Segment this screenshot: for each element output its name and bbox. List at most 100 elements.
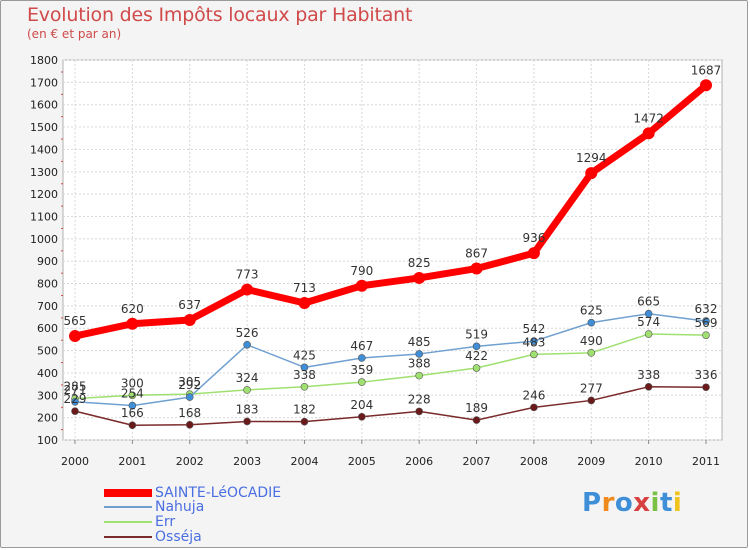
y-tick-label: 200: [37, 412, 58, 425]
data-point: [300, 363, 309, 372]
data-label: 204: [350, 398, 373, 412]
data-label: 292: [178, 378, 201, 392]
data-label: 637: [178, 298, 201, 312]
data-point: [702, 383, 710, 392]
data-label: 228: [408, 392, 431, 406]
data-label: 569: [695, 316, 718, 330]
data-label: 632: [695, 302, 718, 316]
x-tick-label: 2006: [405, 455, 433, 468]
y-tick-label: 400: [37, 367, 58, 380]
x-tick-label: 2007: [463, 455, 491, 468]
data-label: 542: [522, 322, 545, 336]
data-point: [470, 262, 483, 275]
data-point: [413, 271, 426, 284]
data-point: [300, 417, 309, 426]
data-point: [585, 167, 598, 180]
data-label: 713: [293, 281, 316, 295]
proxiti-logo: Proxiti: [582, 488, 682, 518]
data-point: [472, 364, 481, 372]
y-tick-label: 1200: [30, 188, 58, 201]
data-point: [183, 313, 196, 326]
data-label: 773: [236, 268, 259, 282]
data-point: [358, 354, 366, 362]
legend-swatch: [104, 521, 152, 523]
x-tick-label: 2008: [520, 455, 548, 468]
data-point: [644, 382, 653, 391]
y-tick-label: 800: [37, 278, 58, 291]
y-tick-label: 1600: [30, 99, 58, 112]
data-point: [587, 318, 596, 327]
series-line-1: [74, 312, 707, 407]
data-point: [527, 247, 540, 260]
logo-letter: i: [672, 488, 683, 518]
data-label: 183: [236, 402, 259, 416]
data-label: 422: [465, 349, 488, 363]
y-tick-label: 700: [37, 300, 58, 313]
chart-title: Evolution des Impôts locaux par Habitant: [27, 4, 413, 26]
data-label: 189: [465, 401, 488, 415]
data-point: [128, 421, 137, 430]
data-label: 526: [236, 326, 259, 340]
data-label: 483: [522, 335, 545, 349]
y-tick-label: 1700: [30, 76, 58, 89]
data-point: [415, 350, 423, 358]
data-point: [472, 416, 481, 424]
logo-letter: r: [601, 488, 615, 518]
chart-subtitle: (en € et par an): [27, 27, 122, 41]
series-line-3: [74, 386, 707, 426]
data-label: 246: [522, 388, 545, 402]
data-label: 467: [350, 339, 373, 353]
data-point: [642, 127, 655, 140]
y-tick-label: 1400: [30, 143, 58, 156]
x-tick-label: 2003: [233, 455, 261, 468]
data-point: [587, 396, 596, 405]
data-label: 825: [408, 256, 431, 270]
data-point: [644, 330, 653, 338]
y-tick-label: 900: [37, 255, 58, 268]
data-point: [128, 391, 137, 400]
logo-letter: o: [614, 488, 634, 518]
data-point: [185, 393, 194, 401]
data-point: [298, 296, 311, 309]
data-point: [358, 378, 366, 386]
logo-letter: t: [659, 488, 673, 518]
data-label: 519: [465, 327, 488, 341]
x-tick-label: 2009: [577, 455, 605, 468]
data-label: 277: [580, 381, 603, 395]
data-label: 1294: [576, 151, 607, 165]
data-point: [358, 412, 366, 421]
x-tick-label: 2005: [348, 455, 376, 468]
data-label: 425: [293, 348, 316, 362]
data-label: 338: [293, 368, 316, 382]
data-label: 574: [637, 315, 660, 329]
data-label: 338: [637, 368, 660, 382]
data-point: [71, 397, 79, 406]
data-label: 936: [522, 231, 545, 245]
data-point: [702, 331, 710, 339]
logo-letter: P: [582, 488, 602, 518]
legend-swatch: [104, 506, 152, 508]
data-label: 388: [408, 357, 431, 371]
series-line-2: [74, 333, 707, 400]
data-label: 300: [121, 376, 144, 390]
data-label: 485: [408, 335, 431, 349]
data-label: 790: [350, 264, 373, 278]
data-label: 324: [236, 371, 259, 385]
y-tick-label: 300: [37, 389, 58, 402]
data-point: [126, 317, 139, 330]
data-point: [530, 350, 538, 359]
data-label: 168: [178, 406, 201, 420]
legend-swatch: [104, 489, 152, 497]
data-point: [530, 337, 538, 346]
data-label: 665: [637, 295, 660, 309]
y-tick-label: 1800: [30, 54, 58, 67]
data-point: [587, 349, 596, 357]
data-label: 305: [178, 375, 201, 389]
y-tick-label: 1500: [30, 121, 58, 134]
plot-area: [62, 59, 723, 441]
y-tick-label: 600: [37, 322, 58, 335]
data-label: 620: [121, 302, 144, 316]
data-point: [69, 330, 81, 343]
data-point: [128, 401, 137, 410]
